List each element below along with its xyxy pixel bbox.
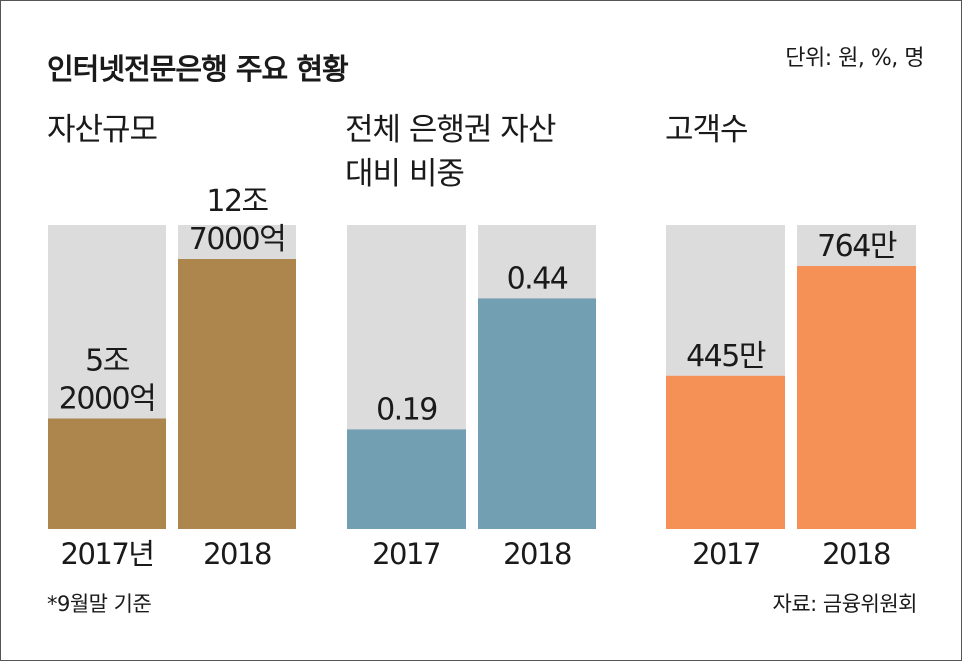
data-label: 0.19 <box>376 392 437 427</box>
panel-title-line: 대비 비중 <box>345 156 465 192</box>
data-label: 764만 <box>817 229 897 264</box>
data-label: 7000억 <box>189 222 285 257</box>
category-label: 2017 <box>372 537 440 571</box>
bar-group: 0.44 2018 <box>478 225 596 571</box>
source-note: 자료: 금융위원회 <box>772 592 918 616</box>
bar <box>666 375 785 529</box>
panel-title-line: 자산규모 <box>47 112 158 148</box>
bar-group: 445만 2017 <box>666 225 785 571</box>
bar <box>347 429 466 529</box>
category-label: 2018 <box>203 537 271 571</box>
data-label: 5조 <box>85 344 130 379</box>
category-label: 2017년 <box>61 537 154 571</box>
category-label: 2018 <box>503 537 571 571</box>
bar <box>797 266 916 529</box>
bar <box>478 298 596 529</box>
panel-title-asset-share: 전체 은행권 자산 대비 비중 <box>345 108 556 196</box>
data-label: 0.44 <box>507 261 568 296</box>
panel-title-asset-size: 자산규모 <box>47 108 158 152</box>
footnote: *9월말 기준 <box>47 592 152 616</box>
infographic-title: 인터넷전문은행 주요 현황 <box>47 52 349 86</box>
data-label: 445만 <box>686 339 766 374</box>
bar-group: 0.19 2017 <box>347 225 466 571</box>
panel-title-line: 고객수 <box>665 112 749 148</box>
data-label: 2000억 <box>59 382 155 417</box>
bar <box>178 259 296 529</box>
bar-group: 764만 2018 <box>797 225 916 571</box>
panel-title-customers: 고객수 <box>665 108 749 152</box>
category-label: 2018 <box>822 537 890 571</box>
category-label: 2017 <box>692 537 760 571</box>
unit-note: 단위: 원, %, 명 <box>785 46 924 71</box>
bar <box>48 418 166 529</box>
data-label: 12조 <box>206 184 268 219</box>
panel-title-line: 전체 은행권 자산 <box>345 112 556 148</box>
